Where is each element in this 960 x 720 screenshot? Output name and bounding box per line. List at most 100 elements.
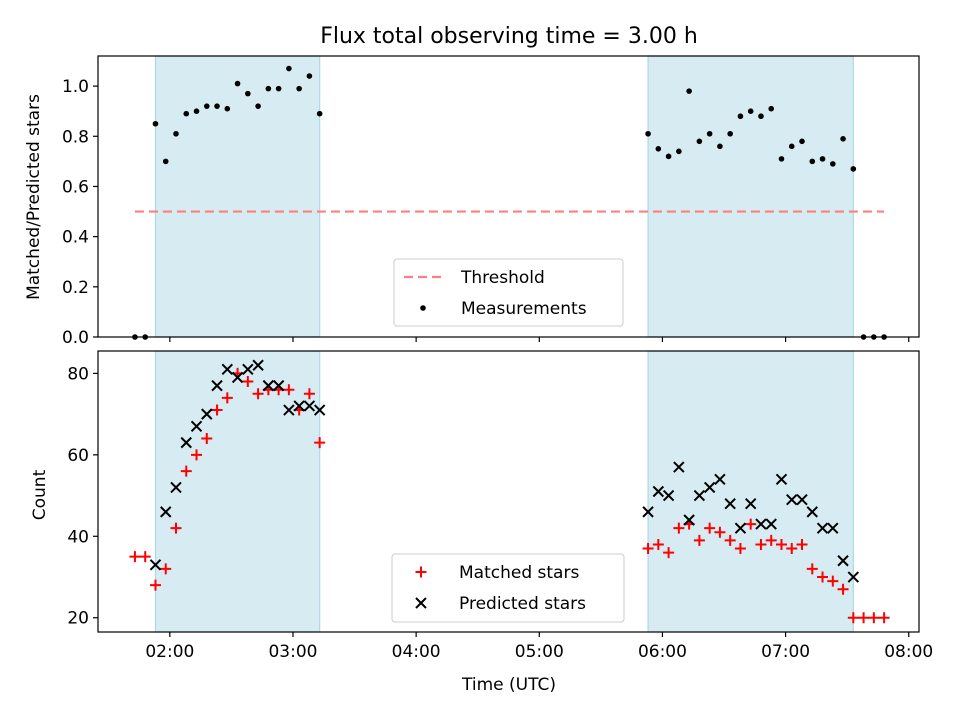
measurement-point xyxy=(645,130,651,137)
predicted-star-point xyxy=(652,485,665,498)
measurement-point xyxy=(162,158,169,165)
predicted-star-point xyxy=(272,379,285,392)
top-y-axis-label: Matched/Predicted stars xyxy=(24,94,44,300)
matched-star-point xyxy=(745,518,757,530)
predicted-star-point xyxy=(221,363,234,376)
predicted-star-point xyxy=(283,404,295,416)
matched-star-point xyxy=(827,575,839,587)
matched-star-point xyxy=(673,522,685,534)
legend-label: Predicted stars xyxy=(459,594,586,614)
matched-star-point xyxy=(180,465,192,477)
measurement-point xyxy=(255,103,261,109)
matched-star-point xyxy=(806,563,818,575)
matched-star-point xyxy=(858,612,870,624)
matched-star-point xyxy=(314,437,326,449)
predicted-star-point xyxy=(160,506,172,518)
matched-star-point xyxy=(211,404,223,416)
predicted-star-point xyxy=(703,481,716,494)
predicted-star-point xyxy=(724,498,736,510)
y-tick-label: 0.6 xyxy=(62,177,89,197)
matched-star-point xyxy=(724,534,736,546)
bottom-y-axis-label: Count xyxy=(30,469,50,520)
measurement-point xyxy=(768,105,775,112)
predicted-star-point xyxy=(201,408,213,420)
x-tick-label: 05:00 xyxy=(515,642,564,662)
x-tick-label: 07:00 xyxy=(761,642,810,662)
measurement-point xyxy=(193,108,200,114)
x-axis-label: Time (UTC) xyxy=(461,675,556,695)
predicted-star-point xyxy=(303,400,316,412)
shaded-span xyxy=(647,55,854,338)
measurement-point xyxy=(275,85,282,92)
axes-frame xyxy=(97,55,920,338)
matched-star-point xyxy=(129,551,141,563)
legend-label: Matched stars xyxy=(459,563,579,583)
measurement-point xyxy=(296,85,302,92)
matched-star-point xyxy=(191,449,203,461)
matched-star-point xyxy=(170,522,182,534)
predicted-star-point xyxy=(734,522,747,534)
predicted-star-point xyxy=(149,559,162,571)
measurement-point xyxy=(696,138,703,145)
matched-star-point xyxy=(847,612,859,624)
y-tick-label: 60 xyxy=(67,446,89,466)
measurement-point xyxy=(737,113,744,120)
predicted-star-point xyxy=(775,473,788,485)
measurement-point xyxy=(717,143,723,150)
predicted-star-point xyxy=(755,518,767,530)
predicted-star-point xyxy=(837,555,849,567)
matched-star-point xyxy=(817,571,829,583)
y-tick-label: 20 xyxy=(67,609,89,629)
y-tick-label: 80 xyxy=(67,364,89,384)
x-tick-label: 04:00 xyxy=(392,642,441,662)
legend-box xyxy=(393,258,624,327)
measurement-point xyxy=(829,161,836,167)
matched-star-point xyxy=(149,579,161,591)
legend: Matched stars Predicted stars xyxy=(391,553,625,623)
measurement-point xyxy=(316,110,323,117)
measurement-point xyxy=(152,120,159,127)
predicted-star-point xyxy=(262,379,275,392)
matched-star-point xyxy=(642,543,654,555)
predicted-star-point xyxy=(673,461,685,473)
predicted-star-point xyxy=(180,436,192,449)
x-tick-label: 06:00 xyxy=(638,642,687,662)
measurement-point xyxy=(234,80,241,87)
matched-star-point xyxy=(734,543,746,555)
predicted-star-point xyxy=(313,404,326,416)
predicted-star-point xyxy=(252,359,264,371)
measurement-point xyxy=(778,156,785,162)
measurement-point xyxy=(706,130,713,137)
chart-title: Flux total observing time = 3.00 h xyxy=(320,24,698,49)
x-tick-label: 02:00 xyxy=(145,642,194,662)
y-tick-label: 1.0 xyxy=(62,77,89,97)
matched-star-point xyxy=(242,376,254,388)
measurement-point xyxy=(306,73,313,79)
matched-star-point xyxy=(139,551,151,563)
measurement-point xyxy=(819,156,826,162)
measurement-point xyxy=(245,90,251,97)
matched-star-point xyxy=(775,538,787,550)
legend-predicted-swatch xyxy=(415,597,427,609)
predicted-star-point xyxy=(211,379,223,392)
x-tick-label: 08:00 xyxy=(884,642,933,662)
measurement-point xyxy=(286,65,292,72)
predicted-star-point xyxy=(816,522,829,534)
matched-star-point xyxy=(878,612,890,624)
y-tick-label: 0.0 xyxy=(62,328,89,348)
matched-star-point xyxy=(663,547,675,559)
measurement-point xyxy=(665,153,672,160)
predicted-star-point xyxy=(806,506,818,518)
axes-frame xyxy=(97,350,920,633)
matched-star-point xyxy=(252,388,264,400)
predicted-star-point xyxy=(231,371,244,384)
matched-star-point xyxy=(693,534,705,546)
shaded-span xyxy=(154,350,321,633)
predicted-star-point xyxy=(827,522,839,534)
predicted-star-point xyxy=(796,493,808,506)
measurement-point xyxy=(809,158,816,165)
legend-matched-swatch xyxy=(415,566,427,578)
measurement-point xyxy=(655,146,662,152)
measurement-point xyxy=(850,166,857,172)
matched-star-point xyxy=(283,384,295,396)
